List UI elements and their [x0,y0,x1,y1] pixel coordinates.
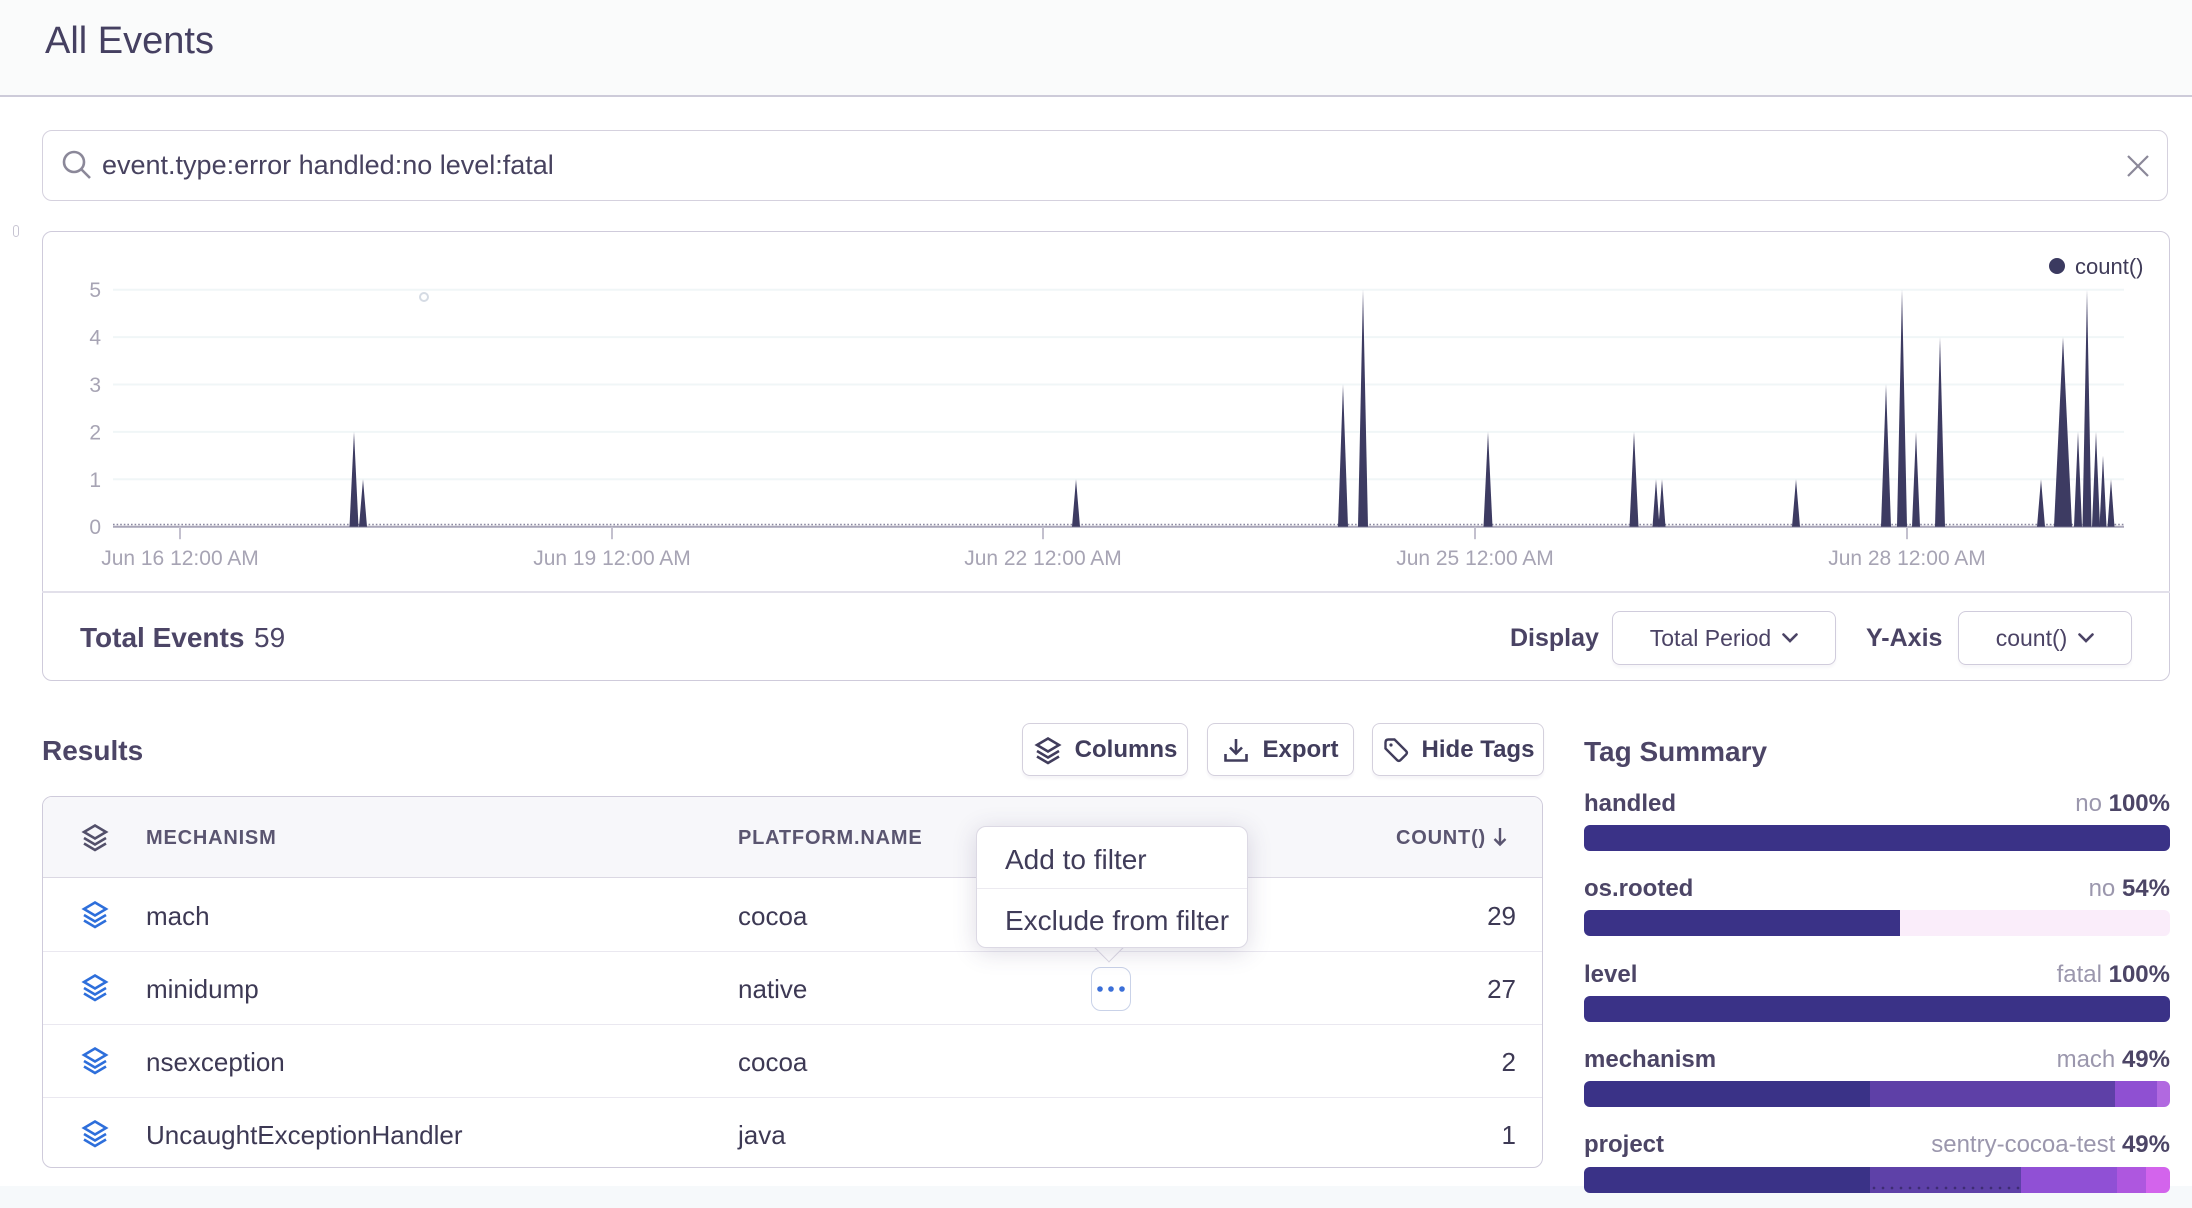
svg-text:1: 1 [89,469,101,492]
svg-text:0: 0 [89,516,101,539]
svg-text:4: 4 [89,327,101,350]
svg-text:Jun 19 12:00 AM: Jun 19 12:00 AM [533,547,691,570]
svg-text:Jun 25 12:00 AM: Jun 25 12:00 AM [1396,547,1554,570]
svg-text:Jun 28 12:00 AM: Jun 28 12:00 AM [1828,547,1986,570]
svg-text:3: 3 [89,374,101,397]
svg-text:2: 2 [89,421,101,444]
svg-text:Jun 16 12:00 AM: Jun 16 12:00 AM [101,547,259,570]
svg-text:5: 5 [89,279,101,302]
svg-text:Jun 22 12:00 AM: Jun 22 12:00 AM [964,547,1122,570]
svg-text:count(): count() [2075,254,2143,279]
